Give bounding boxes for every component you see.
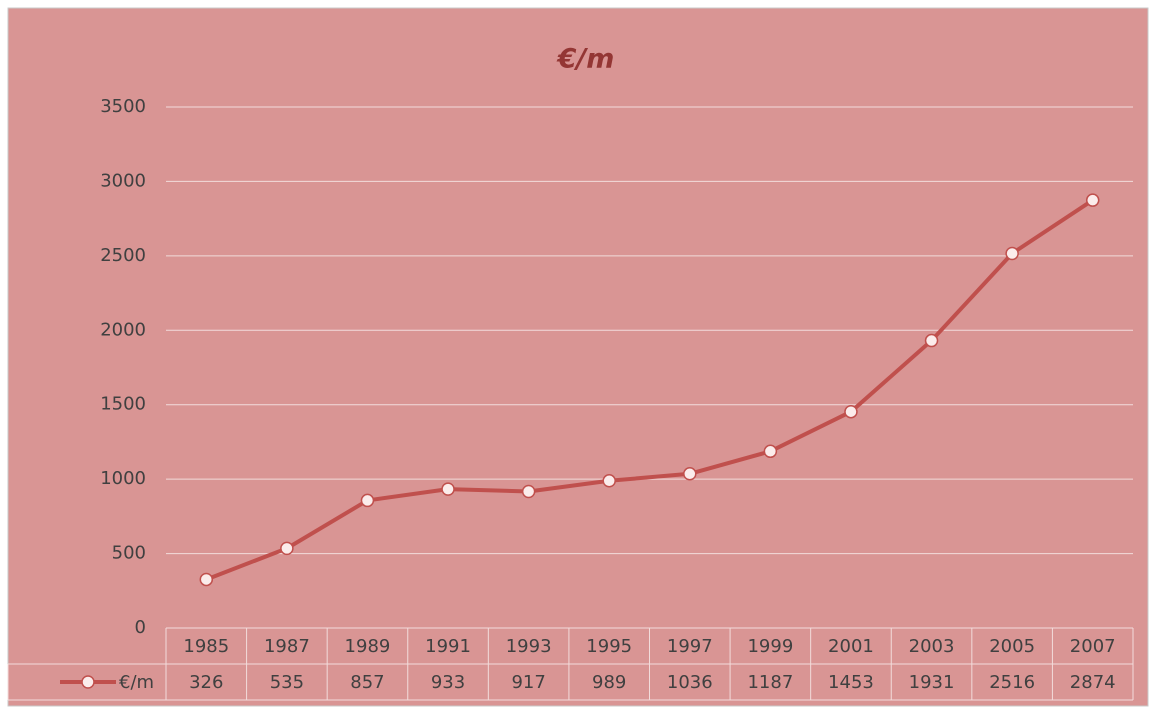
marker <box>280 541 294 556</box>
marker <box>521 484 536 499</box>
table-value: 917 <box>511 672 545 693</box>
x-tick-label: 2005 <box>989 636 1035 657</box>
y-tick-label: 3500 <box>100 96 146 117</box>
table-value: 857 <box>350 672 384 693</box>
marker <box>602 474 616 488</box>
y-tick-label: 1000 <box>100 468 146 489</box>
line <box>205 198 1094 582</box>
marker <box>1085 193 1100 207</box>
table-value: 2874 <box>1070 672 1116 693</box>
y-tick-label: 0 <box>135 617 146 638</box>
chart-title: €/m <box>556 44 615 75</box>
table-value: 1036 <box>667 672 713 693</box>
x-tick-label: 2007 <box>1070 636 1116 657</box>
x-tick-label: 1987 <box>264 636 310 657</box>
marker <box>1005 246 1019 261</box>
x-tick-label: 1985 <box>183 636 229 657</box>
x-tick-label: 2003 <box>909 636 955 657</box>
marker <box>763 444 778 459</box>
legend-label: €/m <box>119 672 154 693</box>
x-tick-label: 1995 <box>586 636 632 657</box>
table-value: 933 <box>431 672 465 693</box>
y-tick-label: 2500 <box>100 245 146 266</box>
y-tick-label: 1500 <box>100 394 146 415</box>
table-value: 1453 <box>828 672 874 693</box>
chart-background <box>7 7 1149 707</box>
x-tick-label: 1993 <box>506 636 552 657</box>
y-tick-label: 2000 <box>100 319 146 340</box>
marker <box>844 404 858 419</box>
table-value: 326 <box>189 672 223 693</box>
table-value: 2516 <box>989 672 1035 693</box>
marker <box>683 467 697 481</box>
marker <box>441 482 455 496</box>
marker <box>199 572 214 587</box>
x-tick-label: 2001 <box>828 636 874 657</box>
marker <box>924 333 939 348</box>
table-value: 989 <box>592 672 626 693</box>
y-tick-label: 3000 <box>100 170 146 191</box>
table-value: 535 <box>270 672 304 693</box>
table-value: 1931 <box>909 672 955 693</box>
y-tick-label: 500 <box>112 543 146 564</box>
x-tick-label: 1989 <box>345 636 391 657</box>
marker <box>360 493 375 508</box>
table-value: 1187 <box>747 672 793 693</box>
x-tick-label: 1991 <box>425 636 471 657</box>
x-tick-label: 1997 <box>667 636 713 657</box>
x-tick-label: 1999 <box>747 636 793 657</box>
legend-marker <box>81 675 95 689</box>
